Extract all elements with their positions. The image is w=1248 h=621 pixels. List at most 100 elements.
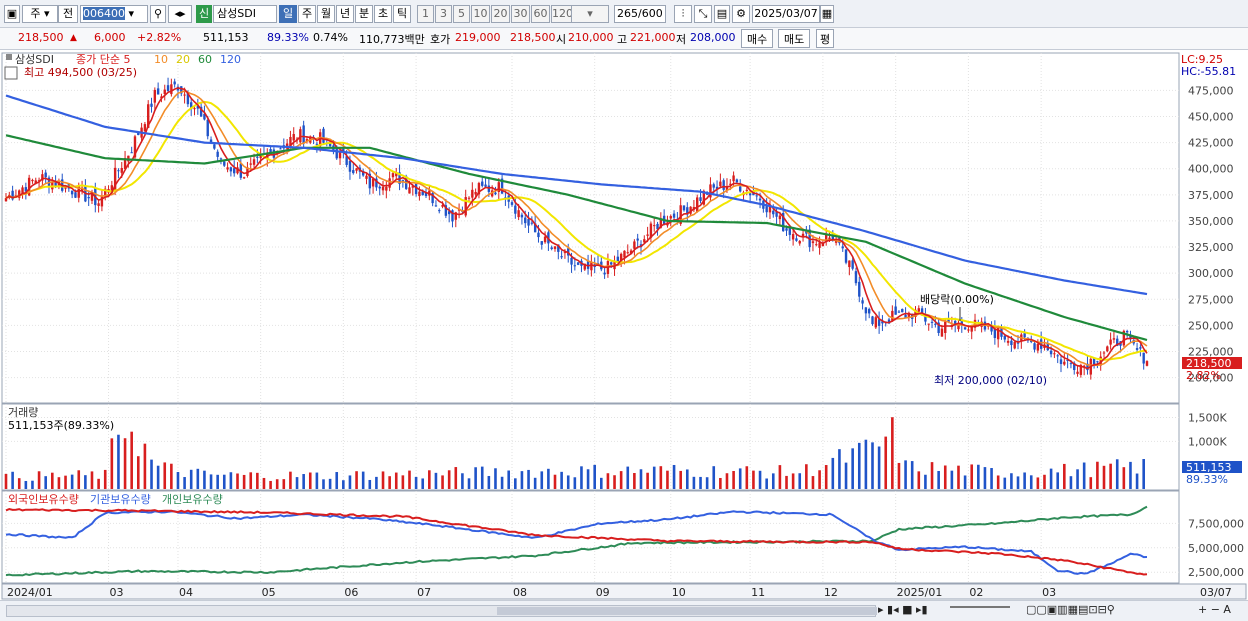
volume-bar [1023, 472, 1026, 489]
volume-bar [553, 474, 557, 489]
volume-bar [4, 473, 8, 489]
volume-bar [798, 473, 802, 489]
scroll-controls-icon[interactable]: ▸ ▮◂ ■ ▸▮ [878, 603, 928, 616]
candle-body [143, 124, 147, 132]
scrollbar-thumb[interactable] [497, 607, 877, 615]
tick-tab[interactable]: 120 [551, 5, 574, 23]
candle-body [603, 272, 606, 275]
stock-code-input[interactable]: 006400 ▾ [80, 5, 148, 23]
stock-chart[interactable]: 475,000 450,000 425,000 400,000 375,000 350,0… [0, 51, 1248, 600]
period-tab[interactable]: 주 [298, 5, 316, 23]
period-tab[interactable]: 틱 [393, 5, 411, 23]
prev-next-stock-icon[interactable]: ◂▸ [168, 5, 192, 23]
volume-bar [24, 480, 28, 489]
candle-body [24, 187, 28, 192]
date-input[interactable]: 2025/03/07 [752, 5, 820, 23]
volume-bar [1135, 473, 1139, 489]
volume-bar [156, 465, 160, 489]
volume-bar [864, 439, 868, 489]
period-tab[interactable]: 분 [355, 5, 373, 23]
candle-body [401, 179, 405, 181]
legend-title: 삼성SDI [15, 53, 54, 66]
period-tab[interactable]: 월 [317, 5, 335, 23]
volume-bar [705, 477, 709, 489]
volume-bar [189, 469, 193, 489]
search-icon[interactable]: ⚲ [150, 5, 166, 23]
tick-tab[interactable]: 60 [531, 5, 550, 23]
price-tick: 300,000 [1188, 267, 1234, 280]
period-tab[interactable]: 일 [279, 5, 297, 23]
volume-bar [1010, 473, 1013, 489]
volume-bar [1056, 472, 1060, 489]
date-label: 09 [596, 586, 610, 599]
bottom-scroll-bar: ▸ ▮◂ ■ ▸▮ ▢▢▣▥▦▤⊡⊟⚲ + − A [0, 600, 1248, 621]
calendar-icon[interactable]: ▦ [820, 5, 834, 23]
last-price-tag-bg [1182, 357, 1242, 369]
volume-bar [507, 470, 511, 489]
zoom-slider[interactable] [950, 606, 1010, 608]
window-menu-icon[interactable]: ▣ [4, 5, 20, 23]
candle-body [748, 193, 752, 196]
mode-select-2[interactable]: 전 [58, 5, 78, 23]
trend-tool-icon[interactable]: ⤡ [694, 5, 712, 23]
volume-bar [494, 468, 497, 489]
volume-bar [97, 478, 100, 489]
zoom-icons[interactable]: + − A [1198, 603, 1231, 616]
eval-button[interactable]: 평 [816, 29, 835, 48]
tick-tab[interactable]: 20 [491, 5, 510, 23]
candle-body [907, 312, 911, 318]
candle-body [963, 327, 967, 330]
candle-body [464, 197, 467, 216]
candle-body [821, 243, 825, 247]
candle-body [953, 320, 957, 325]
layout-icons[interactable]: ▢▢▣▥▦▤⊡⊟⚲ [1026, 603, 1115, 616]
candle-body [653, 225, 656, 227]
tick-dropdown[interactable]: ▾ [571, 5, 609, 23]
volume-bar [130, 431, 133, 489]
volume-bar [262, 477, 266, 489]
tick-tab[interactable]: 1 [417, 5, 434, 23]
candle-body [467, 197, 471, 199]
candle-body [233, 168, 236, 174]
gear-icon[interactable]: ⚙ [732, 5, 750, 23]
candle-body [328, 143, 332, 147]
candle-body [576, 262, 580, 265]
save-icon[interactable]: ▤ [714, 5, 730, 23]
tick-tab[interactable]: 10 [471, 5, 490, 23]
candle-body [702, 190, 706, 205]
horizontal-scrollbar[interactable] [6, 605, 877, 617]
volume-bar [110, 438, 114, 489]
volume-bar [831, 457, 835, 489]
volume-bar [732, 470, 735, 489]
tick-tab[interactable]: 30 [511, 5, 530, 23]
volume-bar [977, 464, 980, 489]
volume-bar [990, 468, 993, 489]
tick-tab[interactable]: 5 [453, 5, 470, 23]
candle-body [563, 252, 567, 254]
candle-body [940, 328, 944, 337]
buy-button[interactable]: 매수 [741, 29, 774, 48]
sell-button[interactable]: 매도 [778, 29, 811, 48]
candle-body [322, 128, 325, 143]
volume-bar [447, 470, 451, 489]
tick-tab[interactable]: 3 [435, 5, 452, 23]
period-tab[interactable]: 초 [374, 5, 392, 23]
hc-value: HC:-55.81 [1181, 65, 1236, 78]
candle-body [924, 313, 927, 322]
candle-type-icon[interactable]: ⫶ [674, 5, 692, 23]
volume-title: 거래량 [8, 406, 38, 419]
volume-bar [335, 472, 339, 489]
volume-bar [897, 462, 901, 489]
candle-body [735, 179, 739, 183]
price-tick: 375,000 [1188, 189, 1234, 202]
volume-bar [580, 466, 583, 489]
volume-rate-tag: 89.33% [1186, 473, 1228, 486]
candle-body [530, 222, 534, 224]
count-input[interactable]: 265/600 [614, 5, 666, 23]
candle-body [1006, 340, 1010, 343]
period-tab[interactable]: 년 [336, 5, 354, 23]
volume-bar [877, 446, 881, 489]
mode-select-1[interactable]: 주 ▾ [22, 5, 58, 23]
volume-bar [209, 474, 213, 489]
candle-body [421, 191, 424, 196]
